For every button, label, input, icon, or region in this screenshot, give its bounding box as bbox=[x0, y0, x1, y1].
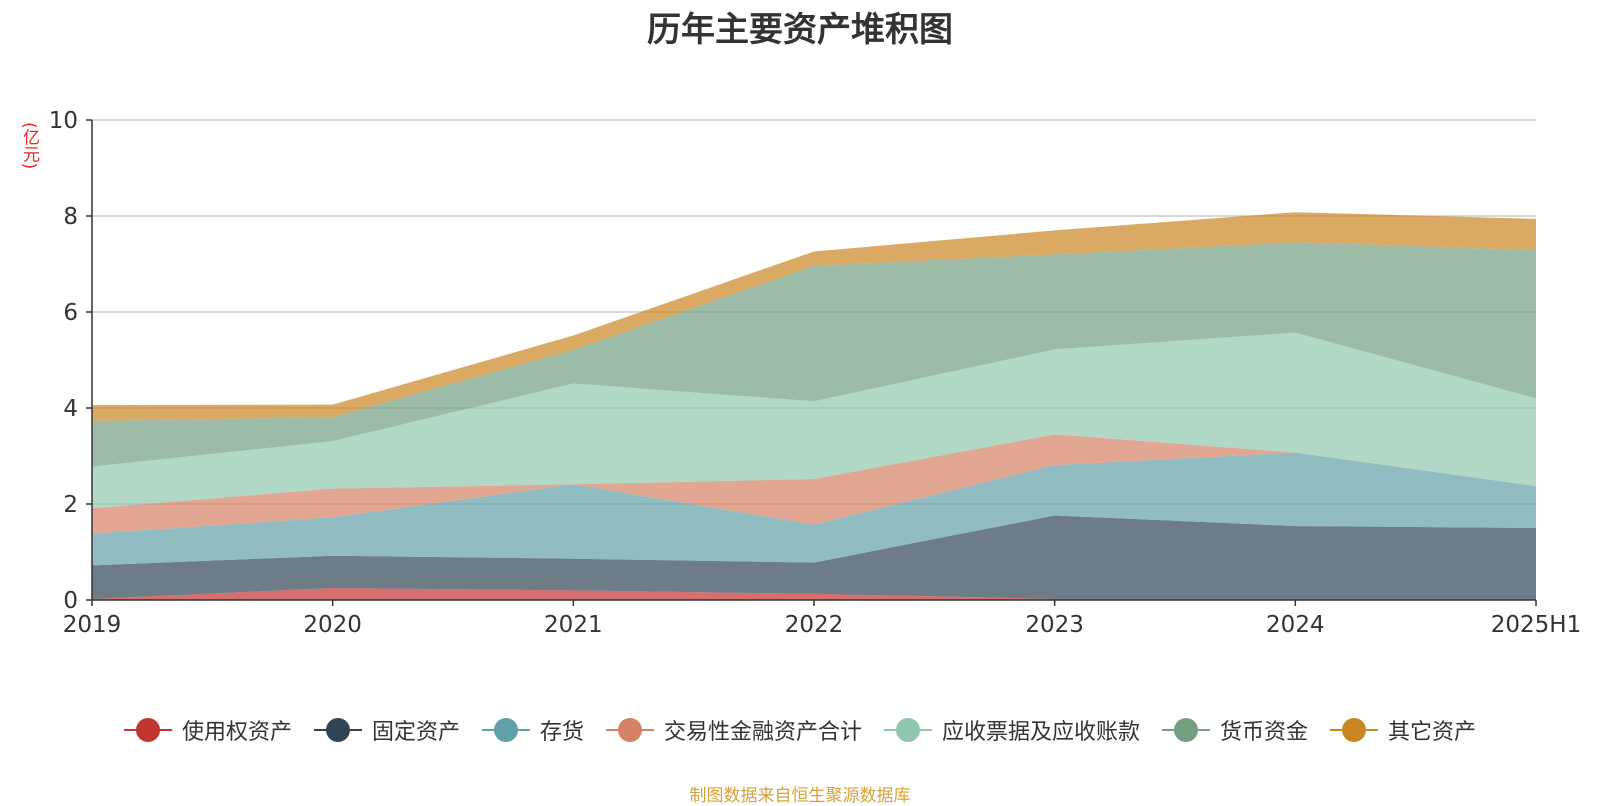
area-series-6 bbox=[92, 212, 1536, 421]
x-tick-label-2: 2021 bbox=[544, 612, 603, 638]
legend-item-5[interactable]: 货币资金 bbox=[1162, 714, 1308, 746]
axes: 0 2 4 6 8 10 2019 2020 2021 2022 2023 2024 2025H1 bbox=[49, 108, 1582, 638]
area-series-5 bbox=[92, 242, 1536, 467]
y-axis-unit-label: (亿元) bbox=[19, 122, 39, 170]
legend-marker-icon bbox=[481, 718, 530, 742]
legend-marker-icon bbox=[1330, 718, 1379, 742]
legend-label: 应收票据及应收账款 bbox=[942, 720, 1141, 745]
legend-label: 货币资金 bbox=[1220, 720, 1309, 745]
legend-marker-icon bbox=[1162, 718, 1211, 742]
legend: 使用权资产 固定资产 存货 交易性金融资产合计 应收票据及应收账款 货币资金 其它资产 bbox=[0, 714, 1600, 746]
area-series-layer bbox=[92, 212, 1536, 600]
y-tick-label-3: 6 bbox=[63, 300, 78, 326]
legend-item-2[interactable]: 存货 bbox=[481, 714, 584, 746]
legend-label: 固定资产 bbox=[371, 720, 460, 745]
x-tick-label-1: 2020 bbox=[303, 612, 362, 638]
y-tick-label-1: 2 bbox=[63, 492, 78, 518]
y-tick-label-0: 0 bbox=[63, 588, 78, 614]
legend-marker-icon bbox=[884, 718, 932, 742]
stacked-area-chart: 0 2 4 6 8 10 2019 2020 2021 2022 2023 2024 2025H1 bbox=[49, 108, 1582, 638]
chart-title: 历年主要资产堆积图 bbox=[647, 10, 953, 50]
x-tick-label-0: 2019 bbox=[63, 612, 122, 638]
legend-label: 使用权资产 bbox=[181, 720, 292, 745]
y-tick-label-2: 4 bbox=[63, 396, 78, 422]
source-note: 制图数据来自恒生聚源数据库 bbox=[689, 786, 911, 806]
legend-item-1[interactable]: 固定资产 bbox=[313, 714, 460, 746]
x-tick-label-4: 2023 bbox=[1025, 612, 1084, 638]
legend-item-0[interactable]: 使用权资产 bbox=[123, 714, 292, 746]
legend-item-4[interactable]: 应收票据及应收账款 bbox=[884, 714, 1140, 746]
y-tick-label-5: 10 bbox=[49, 108, 78, 134]
legend-item-6[interactable]: 其它资产 bbox=[1330, 714, 1476, 746]
x-tick-label-3: 2022 bbox=[785, 612, 844, 638]
area-series-3 bbox=[92, 434, 1536, 534]
area-series-0 bbox=[92, 588, 1536, 600]
y-tick-label-4: 8 bbox=[63, 204, 78, 230]
area-series-2 bbox=[92, 452, 1536, 566]
x-tick-label-5: 2024 bbox=[1266, 612, 1325, 638]
x-tick-label-6: 2025H1 bbox=[1491, 612, 1581, 638]
legend-item-3[interactable]: 交易性金融资产合计 bbox=[605, 714, 862, 746]
area-series-4 bbox=[92, 332, 1536, 509]
legend-marker-icon bbox=[123, 718, 172, 742]
legend-label: 交易性金融资产合计 bbox=[663, 720, 862, 745]
area-series-1 bbox=[92, 515, 1536, 599]
legend-marker-icon bbox=[313, 718, 362, 742]
legend-marker-icon bbox=[605, 718, 654, 742]
legend-label: 存货 bbox=[539, 720, 584, 745]
legend-label: 其它资产 bbox=[1388, 720, 1477, 745]
